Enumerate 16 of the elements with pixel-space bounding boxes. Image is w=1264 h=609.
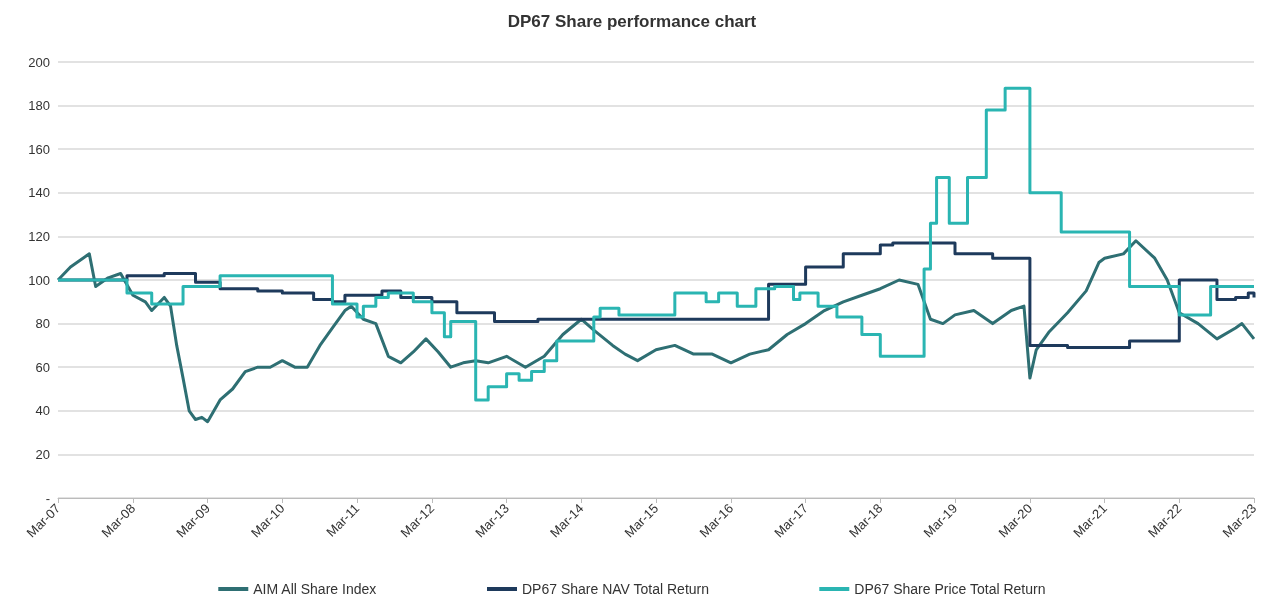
y-tick-label: 140 bbox=[28, 185, 50, 201]
line-series bbox=[56, 239, 1256, 424]
y-tick-label: - bbox=[45, 490, 50, 506]
legend-label: DP67 Share NAV Total Return bbox=[522, 581, 710, 597]
legend-label: AIM All Share Index bbox=[253, 581, 377, 597]
legend-label: DP67 Share Price Total Return bbox=[854, 581, 1046, 597]
y-tick-label: 200 bbox=[28, 54, 50, 70]
chart-title: DP67 Share performance chart bbox=[507, 12, 757, 31]
y-tick-label: 40 bbox=[35, 403, 50, 419]
y-tick-label: 100 bbox=[28, 272, 50, 288]
y-tick-label: 160 bbox=[28, 141, 50, 157]
y-tick-label: 20 bbox=[35, 446, 50, 462]
y-tick-label: 180 bbox=[28, 98, 50, 114]
y-tick-label: 60 bbox=[35, 359, 50, 375]
y-tick-label: 80 bbox=[35, 316, 50, 332]
y-tick-label: 120 bbox=[28, 228, 50, 244]
